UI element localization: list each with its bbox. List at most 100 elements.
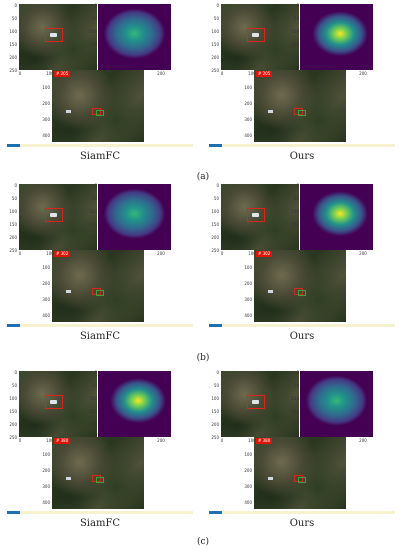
frame-y-tick: 200 [244,281,252,286]
frame-number-label: # 205 [54,71,71,77]
panel-caption: Ours [289,518,315,529]
frame-y-tick: 400 [42,133,50,138]
response-heatmap [98,4,171,70]
search-y-tick: 250 [9,68,17,73]
progress-fill [209,144,223,147]
target-vehicle [50,33,57,37]
search-y-tick: 50 [11,196,17,201]
heatmap-y-tick: 100 [291,29,299,34]
search-bbox [45,28,63,42]
full-frame-image [254,250,346,322]
tracking-panel: 0501001502002500100200050100150200250010… [207,180,397,327]
heatmap-x-tick: 200 [157,251,165,256]
search-y-tick: 0 [216,183,219,188]
heatmap-y-tick: 200 [89,55,97,60]
frame-y-tick: 100 [42,85,50,90]
frame-y-tick: 100 [42,452,50,457]
progress-bar [209,144,395,147]
search-x-tick: 0 [220,71,224,76]
progress-fill [209,511,223,514]
search-y-tick: 50 [11,383,17,388]
full-frame-image [52,250,144,322]
response-heatmap [300,184,373,250]
heatmap-x-tick: 200 [157,438,165,443]
tracking-panel: 0501001502002500100200050100150200250010… [207,367,397,514]
frame-vehicle [66,477,71,480]
search-region-image [19,184,97,250]
search-region-image [221,184,299,250]
search-y-tick: 50 [11,16,17,21]
target-vehicle [50,400,57,404]
tracking-panel: 0501001502002500100200050100150200250010… [5,367,195,514]
progress-fill [7,511,21,514]
frame-y-tick: 100 [244,452,252,457]
heatmap-y-tick: 200 [291,235,299,240]
frame-y-tick: 200 [244,468,252,473]
search-y-tick: 100 [211,209,219,214]
panel-caption: SiamFC [79,331,121,342]
search-region-image [19,4,97,70]
frame-y-tick: 100 [42,265,50,270]
heatmap-y-tick: 200 [291,55,299,60]
frame-y-tick: 300 [42,297,50,302]
ground-truth-bbox [298,477,306,483]
target-vehicle [252,33,259,37]
heatmap-y-tick: 200 [89,422,97,427]
ground-truth-bbox [96,477,104,483]
heatmap-y-tick: 100 [89,29,97,34]
search-y-tick: 100 [211,396,219,401]
search-y-tick: 0 [216,370,219,375]
search-y-tick: 250 [211,68,219,73]
search-x-tick: 0 [18,71,22,76]
search-x-tick: 100 [248,71,256,76]
search-x-tick: 0 [18,438,22,443]
search-x-tick: 0 [18,251,22,256]
subfigure-label: (b) [196,353,210,363]
progress-bar [209,324,395,327]
heatmap-x-tick: 200 [157,71,165,76]
frame-y-tick: 100 [244,265,252,270]
heatmap-y-tick: 100 [291,396,299,401]
tracking-panel: 0501001502002500100200050100150200250010… [5,0,195,147]
frame-number-label: # 380 [256,438,273,444]
heatmap-y-tick: 0 [296,370,299,375]
search-x-tick: 0 [220,438,224,443]
search-y-tick: 150 [9,42,17,47]
progress-bar [7,324,193,327]
heatmap-y-tick: 150 [291,409,299,414]
frame-number-label: # 205 [256,71,273,77]
frame-y-tick: 400 [42,500,50,505]
heatmap-y-tick: 200 [291,422,299,427]
full-frame-image [52,70,144,142]
heatmap-y-tick: 150 [291,42,299,47]
ground-truth-bbox [96,110,104,116]
progress-bar [7,144,193,147]
subfigure-label: (a) [196,172,210,182]
panel-caption: Ours [289,151,315,162]
search-y-tick: 150 [9,222,17,227]
tracking-panel: 0501001502002500100200050100150200250010… [207,0,397,147]
search-y-tick: 200 [211,422,219,427]
heatmap-y-tick: 50 [91,196,97,201]
frame-y-tick: 100 [244,85,252,90]
heatmap-y-tick: 0 [94,183,97,188]
frame-y-tick: 300 [244,117,252,122]
response-heatmap [300,371,373,437]
search-y-tick: 0 [216,3,219,8]
response-heatmap [98,371,171,437]
search-y-tick: 200 [211,55,219,60]
heatmap-y-tick: 50 [91,16,97,21]
search-x-tick: 100 [46,438,54,443]
target-vehicle [252,400,259,404]
search-y-tick: 0 [14,370,17,375]
frame-number-label: # 302 [256,251,273,257]
frame-y-tick: 200 [42,468,50,473]
full-frame-image [52,437,144,509]
frame-y-tick: 300 [42,484,50,489]
search-region-image [221,4,299,70]
progress-fill [209,324,223,327]
search-y-tick: 100 [9,29,17,34]
frame-vehicle [66,110,71,113]
search-y-tick: 200 [9,235,17,240]
full-frame-image [254,437,346,509]
